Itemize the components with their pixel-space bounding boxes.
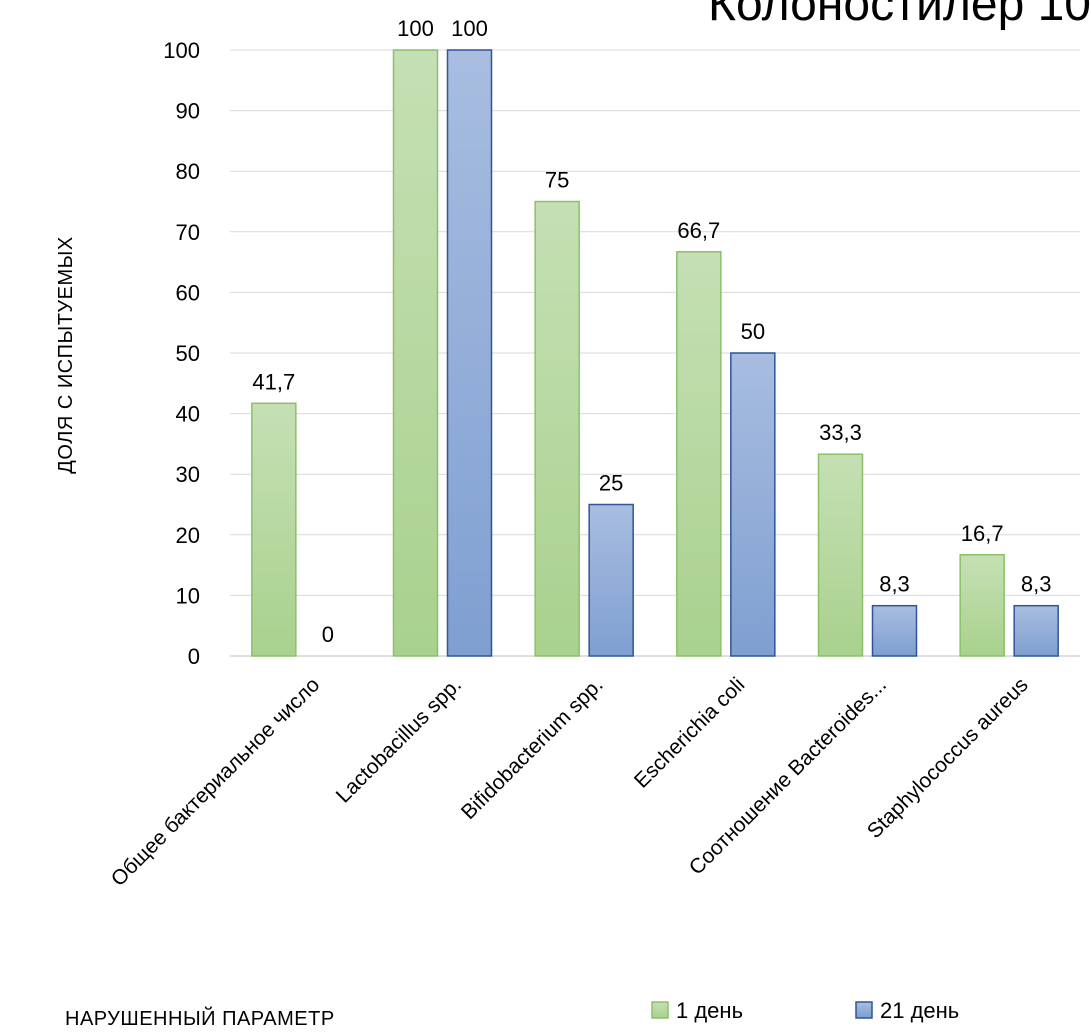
gridlines [230,49,1080,657]
data-label: 100 [451,16,488,41]
category-label: Общее бактериальное число [107,673,325,891]
bar [871,604,918,657]
category-labels: Общее бактериальное число Lactobacillus s… [107,673,1033,891]
bar [1013,604,1059,657]
y-tick-label: 30 [176,462,200,487]
data-label: 100 [397,16,434,41]
y-tick-label: 20 [176,523,200,548]
bar [817,453,864,657]
data-label: 33,3 [819,420,862,445]
category-label: Lactobacillus spp. [332,673,466,807]
y-tick-label: 90 [176,99,200,124]
y-tick-label: 80 [176,159,200,184]
data-label: 41,7 [252,369,295,394]
data-labels: 41,7 0 100 100 75 25 66,7 50 33,3 8,3 16,7 8,3 [252,16,1051,647]
bar [446,49,493,657]
data-label: 66,7 [677,218,720,243]
y-tick-label: 10 [176,583,200,608]
data-label: 0 [322,622,334,647]
bar [251,402,297,657]
bar [534,200,580,657]
y-tick-label: 40 [176,402,200,427]
legend-swatch [651,1001,669,1019]
data-label: 25 [599,471,623,496]
bar [730,352,776,657]
data-label: 75 [545,168,569,193]
data-label: 8,3 [879,572,910,597]
bar [959,554,1005,657]
category-label: Bifidobacterium spp. [457,673,608,824]
legend-label: 21 день [880,998,959,1023]
y-tick-label: 60 [176,280,200,305]
data-label: 50 [741,319,765,344]
bar [392,49,439,657]
y-axis-title: ДОЛЯ С ИСПЫТУЕМЫХ [55,236,77,473]
data-label: 8,3 [1021,572,1052,597]
legend-label: 1 день [676,998,743,1023]
bars [251,49,1059,657]
y-axis-ticks: 0 10 20 30 40 50 60 70 80 90 100 [163,38,200,669]
y-tick-label: 70 [176,220,200,245]
y-tick-label: 50 [176,341,200,366]
legend-swatch [855,1001,873,1019]
data-label: 16,7 [961,521,1004,546]
chart-title: Колоностилер 10 [708,0,1091,31]
y-tick-label: 0 [188,644,200,669]
category-label: Escherichia coli [630,673,749,792]
y-tick-label: 100 [163,38,200,63]
bar [676,251,722,657]
category-label: Staphylococcus aureus [863,673,1033,843]
bar [588,503,634,657]
x-axis-title: НАРУШЕННЫЙ ПАРАМЕТР [65,1006,335,1030]
legend: 1 день 21 день [651,998,959,1023]
